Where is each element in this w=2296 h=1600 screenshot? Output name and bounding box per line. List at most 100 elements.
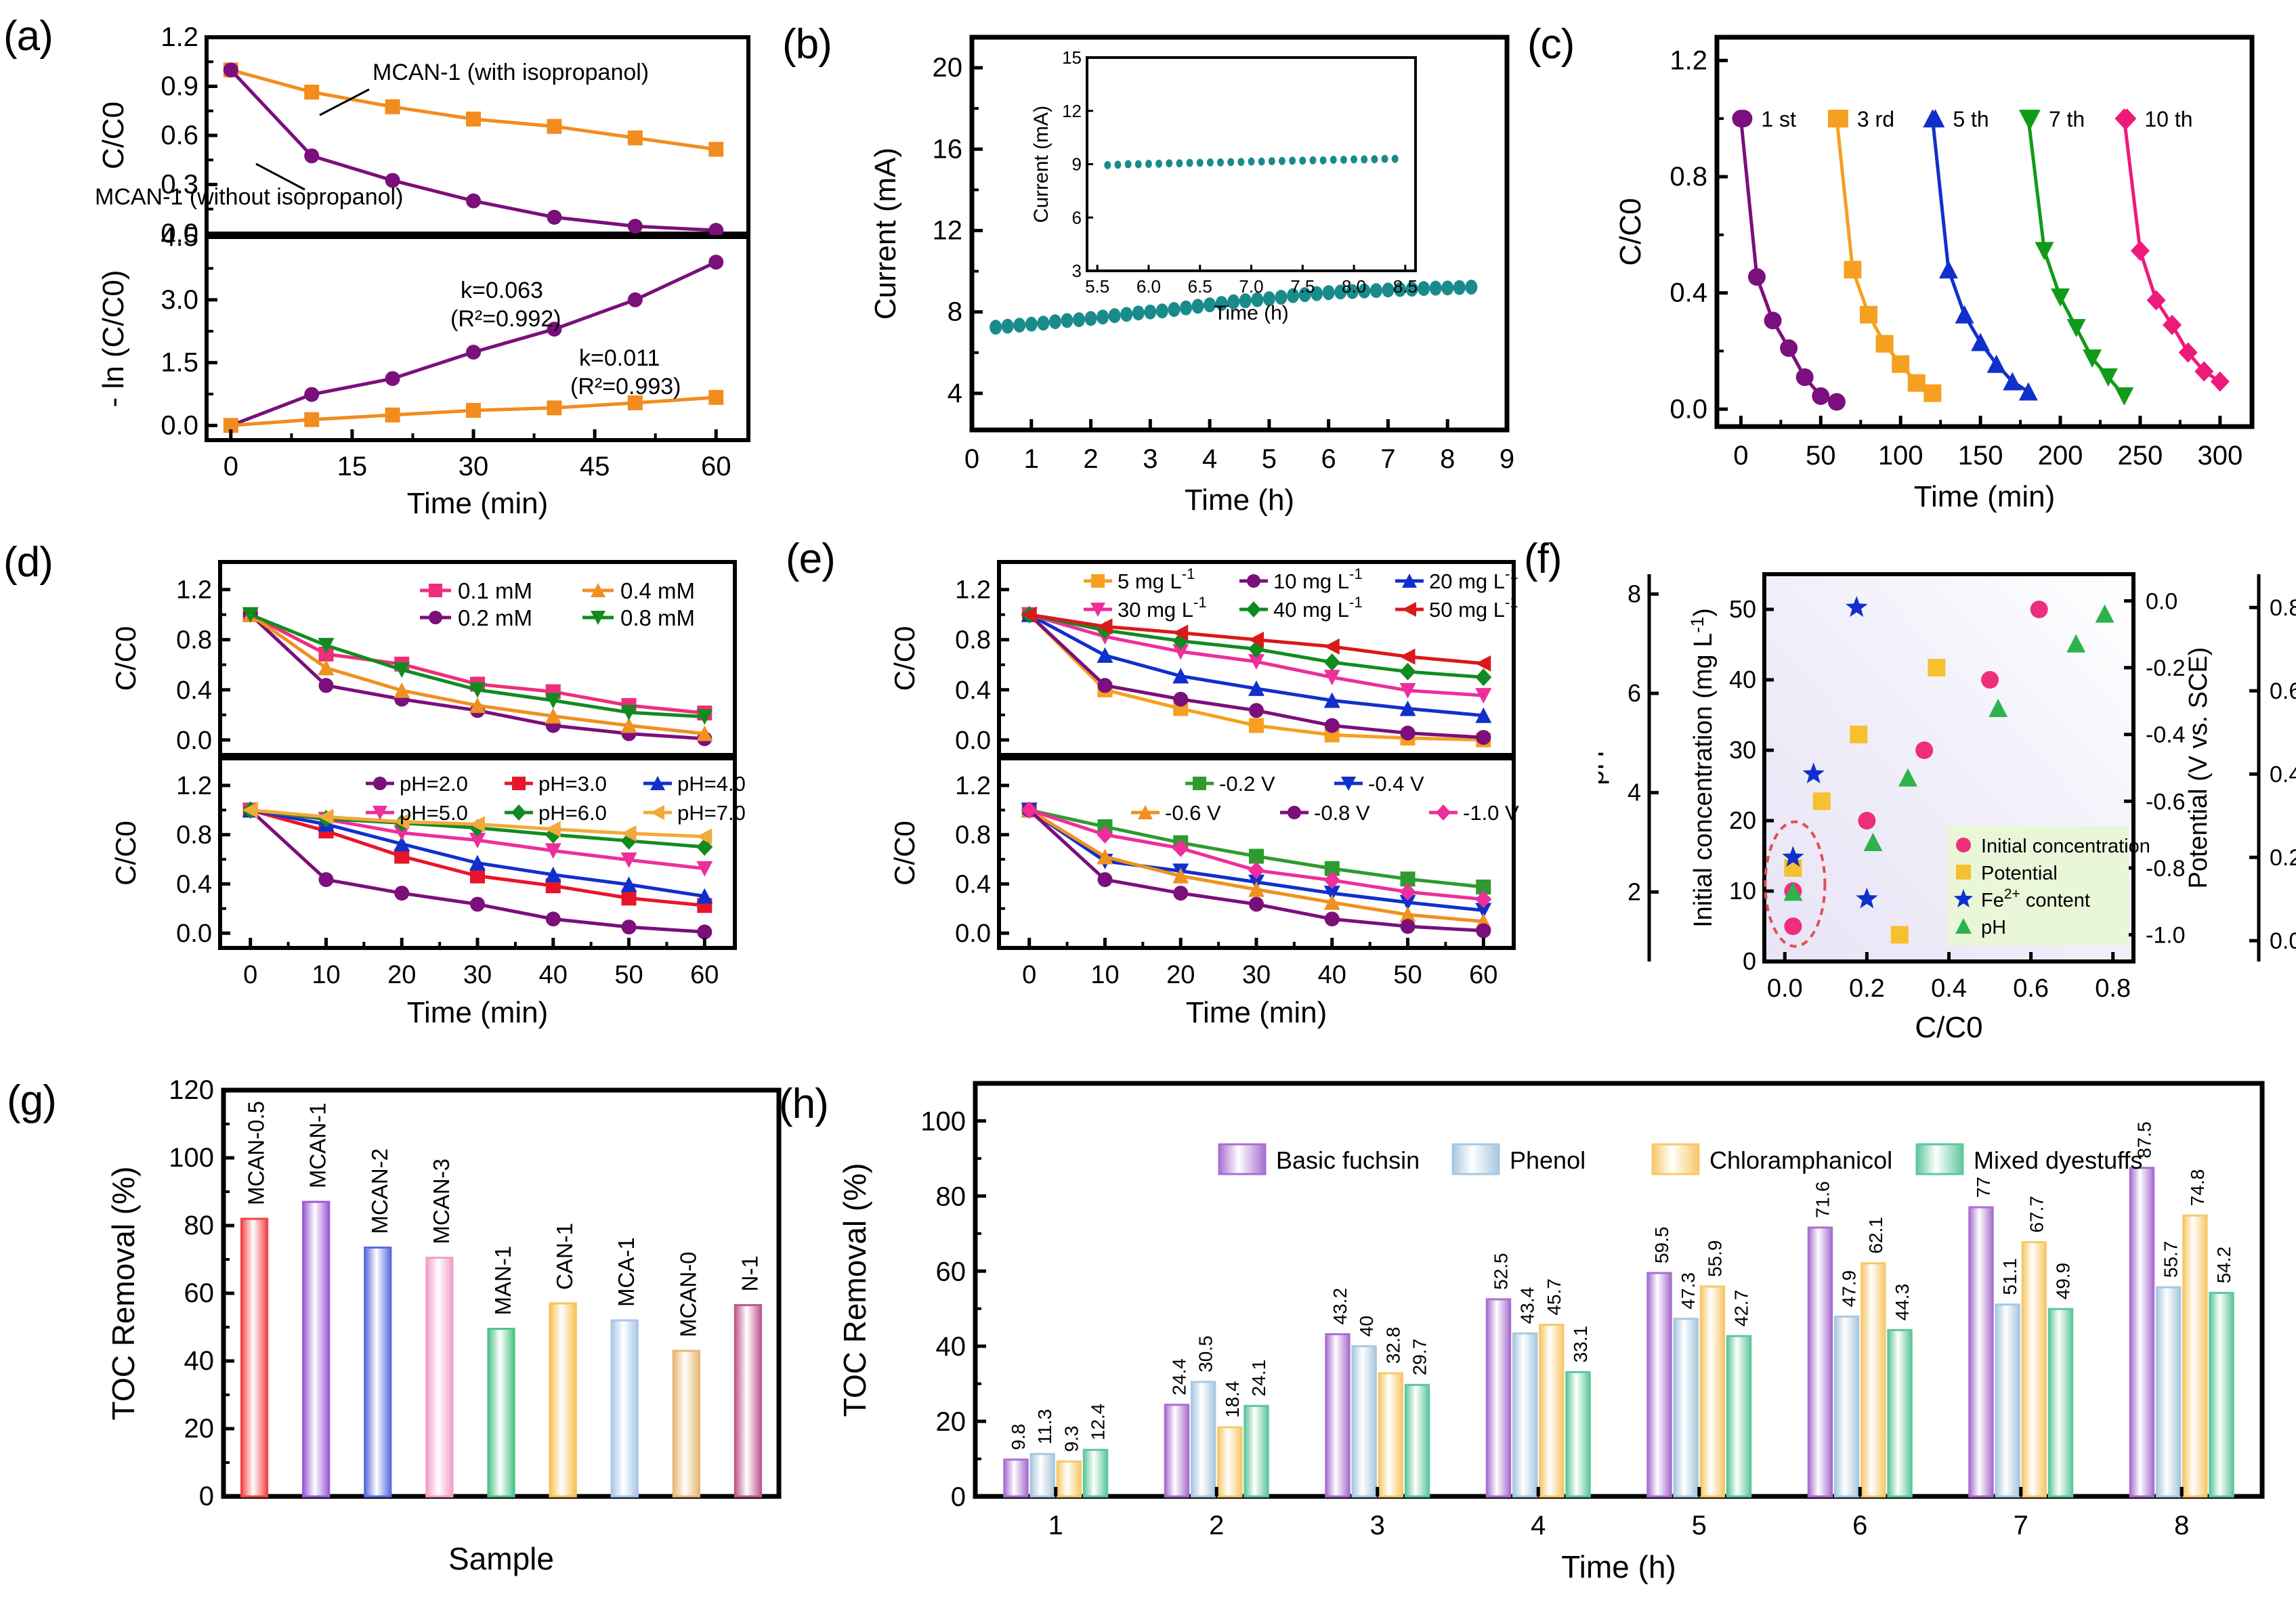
panel-h-legend-label: Mixed dyestuffs	[1974, 1146, 2142, 1174]
data-point-marker	[1309, 156, 1317, 165]
data-point-marker	[547, 322, 562, 337]
data-point-marker	[708, 223, 724, 238]
data-point-marker	[242, 802, 258, 819]
data-point-marker	[1341, 777, 1356, 791]
data-point-marker	[2146, 290, 2166, 311]
data-point-marker	[1227, 158, 1235, 167]
panel-h-bar-value: 29.7	[1409, 1339, 1430, 1376]
panel-h-bar	[1029, 1452, 1055, 1498]
data-point-marker	[696, 709, 713, 725]
data-point-marker	[1298, 287, 1311, 303]
panel-b-inset-ytick: 3	[1072, 261, 1082, 281]
data-point-marker	[1134, 160, 1142, 169]
panel-f-legend-item: Initial concentration	[1981, 836, 2150, 857]
panel-b-xlabel: Time (h)	[1185, 483, 1294, 517]
data-point-marker	[1476, 730, 1491, 745]
data-point-marker	[708, 255, 724, 270]
panel-d-canvas: 0.0 0.4 0.8 1.2 0.0 0.4 0.8 1.2 0 10 20 30 40 50 60 Tim…	[110, 560, 746, 1029]
panel-f-ytick-right1: -0.8	[2146, 856, 2186, 882]
panel-h-bar-value: 30.5	[1195, 1335, 1216, 1372]
data-point-marker	[511, 804, 526, 821]
panel-h-bar-value: 32.8	[1382, 1327, 1403, 1364]
panel-h-bar-value: 12.4	[1088, 1404, 1109, 1441]
panel-h-legend-swatch	[1451, 1143, 1500, 1175]
panel-b-inset-xtick: 8.5	[1393, 276, 1418, 297]
panel-a-r2-slow: (R²=0.993)	[570, 374, 681, 399]
data-point-marker	[2114, 387, 2134, 406]
data-point-marker	[1124, 160, 1132, 169]
panel-h-ytick: 60	[936, 1257, 966, 1287]
data-point-marker	[2098, 368, 2118, 387]
panel-c-xtick: 250	[2118, 441, 2163, 471]
panel-b-xtick: 0	[964, 444, 979, 474]
panel-c-xtick: 300	[2197, 441, 2242, 471]
panel-f-ytick-left: 40	[1729, 666, 1756, 693]
panel-h-bar	[1351, 1345, 1377, 1498]
panel-e-legend-bottom-item: -0.6 V	[1165, 801, 1221, 825]
panel-h-xtick: 3	[1370, 1511, 1385, 1540]
panel-g-ytick: 60	[184, 1278, 215, 1308]
panel-f-ytick-right2: 0.0	[2270, 928, 2296, 954]
panel-h-bar-value: 51.1	[1999, 1258, 2020, 1295]
panel-h-xlabel: Time (h)	[1561, 1549, 1676, 1584]
panel-f: 0.0 0.2 0.4 0.6 0.8 0 10 20 30 40 50 -1.0 -0.8 -0.6 -0…	[1598, 542, 2296, 1043]
data-point-marker	[1475, 707, 1492, 723]
data-point-marker	[2095, 604, 2114, 623]
panel-g-bar	[487, 1328, 515, 1498]
data-point-marker	[1155, 159, 1163, 168]
data-point-marker	[385, 371, 400, 387]
panel-f-ytick-ph: 6	[1628, 679, 1641, 707]
data-point-marker	[1323, 670, 1340, 686]
data-point-marker	[1844, 261, 1862, 279]
data-point-marker	[620, 825, 637, 842]
panel-f-xlabel: C/C0	[1915, 1011, 1982, 1043]
panel-f-ytick-right2: 0.6	[2270, 678, 2296, 704]
panel-h-bar	[1887, 1328, 1913, 1498]
panel-d-xtick: 40	[539, 961, 568, 989]
data-point-marker	[469, 697, 486, 713]
data-point-marker	[469, 832, 486, 848]
data-point-marker	[394, 825, 410, 841]
panel-d-xtick: 60	[690, 961, 719, 989]
panel-c-xtick: 0	[1733, 441, 1748, 471]
data-point-marker	[1249, 703, 1264, 718]
data-point-marker	[1856, 887, 1878, 909]
data-point-marker	[1172, 839, 1189, 857]
panel-d-legend-top-item: 0.4 mM	[620, 578, 695, 603]
panel-d-xtick: 10	[312, 961, 340, 989]
data-point-marker	[1735, 110, 1753, 128]
panel-h-bar	[1565, 1370, 1591, 1498]
panel-d: 0.0 0.4 0.8 1.2 0.0 0.4 0.8 1.2 0 10 20 30 40 50 60 Tim…	[81, 542, 759, 1043]
panel-b-inset-ytick: 9	[1072, 154, 1082, 175]
data-point-marker	[385, 99, 400, 114]
panel-h-bar	[1056, 1460, 1082, 1498]
data-point-marker	[1475, 655, 1491, 672]
panel-h-bar	[1164, 1404, 1190, 1498]
annotation-without-isopropanol: MCAN-1 (without isopropanol)	[95, 184, 403, 210]
data-point-marker	[1248, 861, 1264, 880]
panel-h-bar-value: 24.1	[1248, 1360, 1269, 1397]
data-point-marker	[1351, 155, 1358, 164]
panel-g-ytick: 100	[169, 1143, 214, 1173]
panel-c-ytick: 0.8	[1670, 162, 1707, 192]
data-point-marker	[1324, 861, 1340, 876]
panel-e-legend-top-item: 5 mg L-1	[1118, 565, 1195, 593]
data-point-marker	[1907, 374, 1926, 392]
data-point-marker	[1830, 110, 1848, 128]
data-point-marker	[469, 682, 486, 698]
panel-h-bar	[1995, 1303, 2020, 1498]
data-point-marker	[620, 876, 637, 892]
data-point-marker	[1323, 894, 1340, 910]
panel-e-xtick: 60	[1469, 961, 1497, 989]
data-point-marker	[650, 805, 664, 820]
data-point-marker	[1001, 318, 1014, 334]
data-point-marker	[1846, 596, 1868, 617]
panel-f-legend-box	[1947, 826, 2129, 945]
panel-a-bot-ytick: 1.5	[161, 348, 198, 378]
panel-c-canvas: 0 50 100 150 200 250 300 0.0 0.4 0.8 1.2 1 st 3 rd 5 …	[1614, 35, 2255, 513]
panel-c-cycle-label: 7 th	[2049, 107, 2085, 131]
panel-a-r2-fast: (R²=0.992)	[450, 306, 561, 332]
panel-e-xtick: 10	[1090, 961, 1119, 989]
panel-c-ytick: 0.4	[1670, 278, 1707, 308]
